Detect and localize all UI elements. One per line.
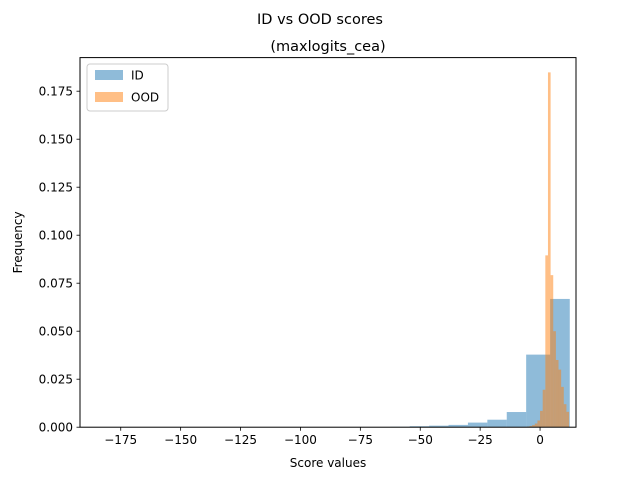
histogram-bar-ood-15 [566,411,570,428]
legend-swatch-ood [95,92,123,102]
histogram-bar-ood-10 [553,331,556,428]
y-tick-label: 0.025 [39,373,73,387]
x-tick-label: −25 [467,433,492,447]
axes-frame [79,57,577,428]
x-tick-label: −150 [164,433,197,447]
histogram-bar-ood-9 [550,275,554,428]
histogram-bar-ood-3 [534,423,538,428]
y-tick-label: 0.100 [39,229,73,243]
x-tick-label: −100 [284,433,317,447]
y-tick-label: 0.175 [39,85,73,99]
x-tick-label: −175 [104,433,137,447]
histogram-bar-id-19 [467,422,488,428]
histogram-bar-id-18 [448,424,468,428]
histogram-bar-id-17 [429,425,449,428]
histogram-bar-ood-12 [558,369,562,428]
histogram-bar-ood-4 [537,420,541,428]
axes-title: (maxlogits_cea) [270,39,385,55]
x-axis-label: Score values [290,456,366,470]
x-tick-label: −125 [224,433,257,447]
histogram-bar-ood-6 [542,389,546,428]
histogram-bar-id-21 [506,412,527,428]
histogram-bar-ood-2 [532,425,535,428]
histogram-bar-ood-8 [547,72,551,428]
histogram-bar-ood-7 [545,255,548,428]
histogram-bars [390,72,570,428]
histogram-bar-ood-5 [540,410,543,428]
x-axis-ticks: −175 −150 −125 −100 −75 −50 −25 0 [104,427,544,447]
y-tick-label: 0.075 [39,277,73,291]
y-tick-label: 0.125 [39,181,73,195]
histogram-bar-ood-11 [555,360,559,428]
legend-label-ood: OOD [131,91,159,105]
y-axis-label: Frequency [11,211,25,273]
figure-suptitle: ID vs OOD scores [257,12,383,28]
histogram-bar-id-20 [487,419,507,428]
x-tick-label: 0 [536,433,544,447]
y-tick-label: 0.000 [39,421,73,435]
legend-label-id: ID [131,69,144,83]
histogram-bar-ood-1 [529,426,533,428]
legend-swatch-id [95,70,123,80]
histogram-bar-id-22 [526,354,546,428]
legend: ID OOD [86,63,169,112]
histogram-bar-ood-13 [561,386,564,428]
x-tick-label: −50 [408,433,433,447]
y-tick-label: 0.050 [39,325,73,339]
y-axis-ticks: 0.000 0.025 0.050 0.075 0.100 0.125 0.150 0.175 [39,85,80,435]
y-tick-label: 0.150 [39,133,73,147]
histogram-bar-ood-14 [563,404,567,428]
x-tick-label: −75 [348,433,373,447]
